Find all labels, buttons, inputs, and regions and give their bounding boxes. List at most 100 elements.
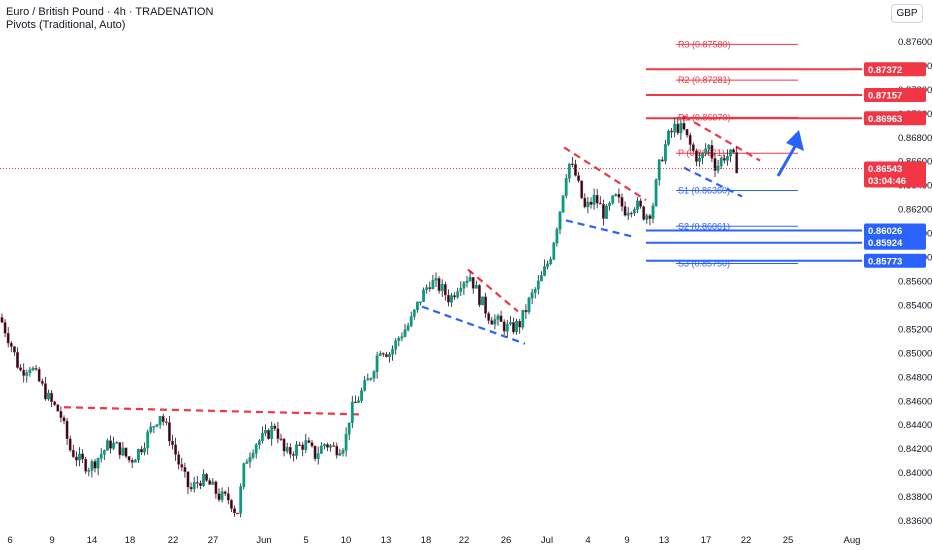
- candle-body: [146, 431, 150, 449]
- candle-body: [180, 464, 184, 468]
- candle-body: [74, 456, 78, 461]
- candle-body: [136, 449, 140, 461]
- candle-body: [0, 317, 4, 323]
- candle-body: [660, 159, 664, 162]
- candle-body: [316, 453, 320, 459]
- x-tick-label: 18: [421, 535, 432, 546]
- level-badge-value: 0.87372: [868, 65, 902, 76]
- candle-body: [84, 458, 88, 472]
- candle-body: [90, 461, 94, 471]
- candle-countdown: 03:04:46: [868, 176, 906, 187]
- candle-body: [447, 294, 450, 303]
- candle-body: [189, 486, 193, 490]
- candle-body: [264, 429, 267, 434]
- currency-selector[interactable]: GBP: [891, 4, 923, 23]
- candle-body: [71, 449, 75, 458]
- y-tick-label: 0.85600: [898, 276, 932, 287]
- candle-body: [614, 194, 618, 196]
- candle-body: [245, 461, 249, 464]
- candle-body: [3, 322, 7, 334]
- candle-body: [167, 422, 171, 442]
- candle-body: [490, 320, 494, 325]
- candle-body: [688, 134, 692, 145]
- candle-body: [719, 157, 723, 167]
- candle-body: [639, 200, 643, 207]
- candle-body: [96, 458, 100, 469]
- candle-body: [47, 392, 50, 400]
- x-tick-label: 18: [125, 535, 136, 546]
- y-tick-label: 0.86800: [898, 133, 932, 144]
- level-badge: [864, 235, 926, 250]
- trendline: [467, 268, 519, 313]
- candle-body: [493, 319, 497, 325]
- candle-body: [248, 457, 252, 462]
- candle-body: [372, 371, 376, 379]
- candle-body: [636, 200, 639, 210]
- candle-body: [223, 491, 227, 494]
- candle-body: [208, 480, 212, 485]
- candle-body: [419, 301, 422, 303]
- candle-body: [437, 278, 441, 292]
- candle-body: [598, 202, 602, 205]
- indicator-label[interactable]: Pivots (Traditional, Auto): [6, 19, 126, 31]
- candle-body: [220, 491, 224, 500]
- level-badge-value: 0.86963: [868, 114, 902, 125]
- candle-body: [350, 401, 354, 424]
- candle-body: [558, 211, 562, 230]
- level-badge-value: 0.85773: [868, 256, 902, 267]
- candle-body: [552, 242, 556, 260]
- candle-body: [536, 280, 540, 290]
- candle-body: [285, 446, 289, 452]
- candle-body: [118, 442, 122, 456]
- x-tick-label: 22: [168, 535, 179, 546]
- candle-body: [422, 289, 425, 302]
- candle-body: [589, 201, 593, 205]
- y-tick-label: 0.85400: [898, 300, 932, 311]
- candle-body: [53, 401, 57, 405]
- candle-body: [583, 197, 587, 208]
- candle-body: [633, 209, 636, 214]
- candle-body: [6, 333, 10, 344]
- level-badge-value: 0.87157: [868, 91, 902, 102]
- x-tick-label: 22: [741, 535, 752, 546]
- candle-body: [462, 282, 466, 289]
- candle-body: [722, 157, 726, 161]
- candle-body: [31, 368, 35, 371]
- candle-body: [378, 353, 382, 356]
- trendline: [421, 305, 526, 345]
- candle-body: [323, 444, 326, 447]
- arrow-head: [786, 130, 804, 151]
- level-badge: [864, 62, 926, 77]
- candle-body: [735, 152, 739, 174]
- x-tick-label: 4: [585, 535, 590, 546]
- candle-body: [381, 353, 385, 355]
- pivot-label: S3 (0.85750): [678, 259, 730, 269]
- candle-body: [301, 444, 305, 450]
- candle-body: [642, 206, 646, 220]
- level-badge-value: 0.86026: [868, 226, 902, 237]
- candle-body: [530, 292, 534, 299]
- candle-body: [716, 165, 720, 171]
- candle-body: [186, 471, 190, 488]
- candle-body: [710, 145, 714, 159]
- x-tick-label: 25: [783, 535, 794, 546]
- candle-body: [701, 152, 705, 159]
- candle-body: [434, 278, 438, 281]
- candle-body: [195, 482, 199, 484]
- candle-body: [164, 421, 168, 423]
- candle-body: [109, 440, 112, 449]
- candle-body: [65, 420, 69, 439]
- candle-body: [695, 150, 698, 162]
- candle-body: [406, 325, 410, 331]
- horizontal-levels: [646, 68, 862, 262]
- x-tick-label: 9: [49, 535, 54, 546]
- candle-body: [509, 322, 512, 325]
- candle-body: [211, 481, 215, 485]
- candle-body: [366, 378, 370, 381]
- candle-body: [629, 212, 633, 215]
- candle-body: [158, 416, 162, 425]
- candle-body: [670, 130, 674, 133]
- candle-body: [608, 203, 612, 207]
